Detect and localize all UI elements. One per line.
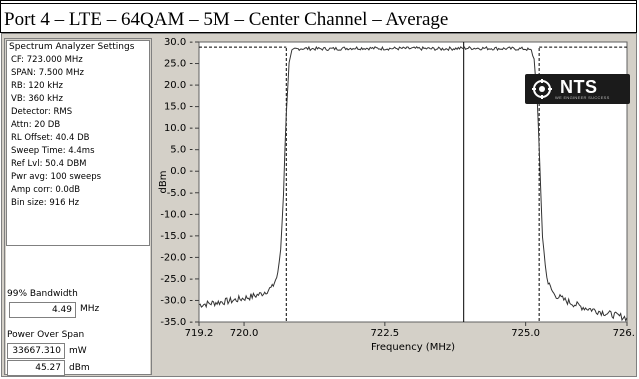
power-dbm-unit: dBm xyxy=(69,363,90,373)
y-tick-label: 30.0 - xyxy=(164,38,193,48)
nts-logo-text: NTS xyxy=(560,77,598,97)
settings-box: Spectrum Analyzer Settings CF: 723.000 M… xyxy=(6,40,150,246)
y-tick-label: 5.0 - xyxy=(170,145,193,156)
y-tick-label: -30.0 - xyxy=(160,295,193,306)
bandwidth-label: 99% Bandwidth xyxy=(7,289,78,299)
setting-sweep-time: Sweep Time: 4.4ms xyxy=(11,146,95,156)
setting-span: SPAN: 7.500 MHz xyxy=(11,68,84,78)
title-border xyxy=(1,1,636,4)
x-tick-label: 719.2 xyxy=(185,328,214,339)
setting-attn: Attn: 20 DB xyxy=(11,120,61,130)
y-tick-label: 25.0 - xyxy=(164,59,193,70)
spectrum-analyzer-window: Spectrum Analyzer Settings CF: 723.000 M… xyxy=(1,33,639,377)
y-tick-label: 20.0 - xyxy=(164,80,193,91)
x-axis-label: Frequency (MHz) xyxy=(371,342,455,353)
spectrum-trace xyxy=(198,45,628,322)
setting-amp-corr: Amp corr: 0.0dB xyxy=(11,185,81,195)
y-tick-label: 10.0 - xyxy=(164,123,193,134)
setting-rl-offset: RL Offset: 40.4 DB xyxy=(11,133,90,143)
setting-cf: CF: 723.000 MHz xyxy=(11,55,83,65)
measurement-panel: 99% Bandwidth 4.49 MHz Power Over Span 3… xyxy=(6,246,150,376)
setting-rb: RB: 120 kHz xyxy=(11,81,64,91)
settings-heading: Spectrum Analyzer Settings xyxy=(9,42,135,52)
nts-logo: NTS WE ENGINEER SUCCESS xyxy=(525,74,630,104)
y-tick-label: -25.0 - xyxy=(160,274,193,285)
y-tick-label: -15.0 - xyxy=(160,231,193,242)
x-tick-label: 726.8 xyxy=(613,328,635,339)
setting-bin-size: Bin size: 916 Hz xyxy=(11,198,80,208)
y-tick-label: 15.0 - xyxy=(164,102,193,113)
y-tick-label: -20.0 - xyxy=(160,252,193,263)
x-tick-label: 720.0 xyxy=(230,328,259,339)
settings-panel: Spectrum Analyzer Settings CF: 723.000 M… xyxy=(4,38,152,376)
bandwidth-unit: MHz xyxy=(80,304,100,314)
power-mw-unit: mW xyxy=(69,346,87,356)
power-dbm-field[interactable]: 45.27 xyxy=(7,360,65,376)
setting-vb: VB: 360 kHz xyxy=(11,94,63,104)
nts-logo-tagline: WE ENGINEER SUCCESS xyxy=(555,95,610,100)
x-tick-label: 722.5 xyxy=(371,328,400,339)
setting-detector: Detector: RMS xyxy=(11,107,73,117)
setting-pwr-avg: Pwr avg: 100 sweeps xyxy=(11,172,102,182)
y-tick-label: -10.0 - xyxy=(160,209,193,220)
y-axis-label: dBm xyxy=(158,171,169,194)
setting-ref-lvl: Ref Lvl: 50.4 DBM xyxy=(11,159,87,169)
power-over-span-label: Power Over Span xyxy=(7,330,85,340)
x-tick-label: 725.0 xyxy=(511,328,540,339)
y-tick-label: 0.0 - xyxy=(170,166,193,177)
y-tick-label: -5.0 - xyxy=(167,188,194,199)
bandwidth-value-field[interactable]: 4.49 xyxy=(9,302,76,318)
nts-logo-mark-icon xyxy=(532,79,552,99)
y-tick-label: -35.0 - xyxy=(160,317,193,328)
document-title: Port 4 – LTE – 64QAM – 5M – Center Chann… xyxy=(4,9,449,30)
document-title-row: Port 4 – LTE – 64QAM – 5M – Center Chann… xyxy=(0,0,637,33)
power-mw-field[interactable]: 33667.310 xyxy=(7,343,65,359)
